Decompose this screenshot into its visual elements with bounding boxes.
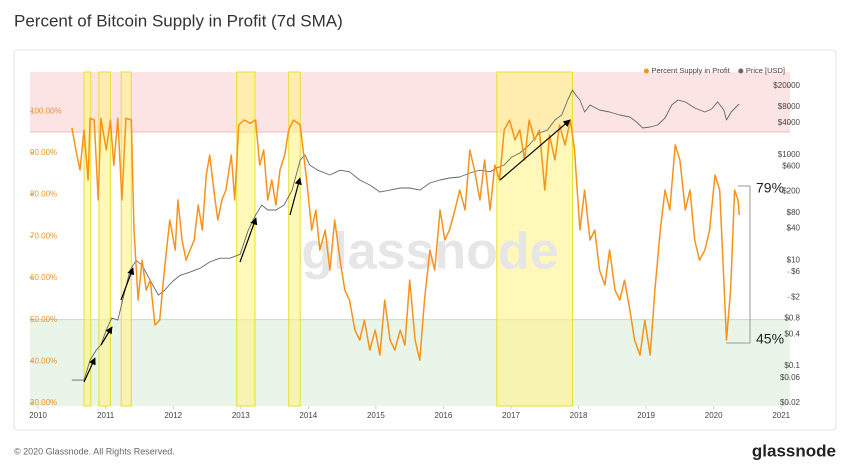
- y2-tick-label: $10: [787, 255, 801, 264]
- highlight-band: [236, 71, 256, 407]
- y2-tick-label: $6: [791, 267, 800, 276]
- legend-label: Percent Supply in Profit: [651, 66, 730, 75]
- y-tick-label: 70.00%: [30, 231, 57, 240]
- lines: [71, 89, 741, 381]
- x-tick-label: 2016: [435, 411, 453, 420]
- chart-title: Percent of Bitcoin Supply in Profit (7d …: [14, 11, 343, 30]
- x-tick-label: 2013: [232, 411, 250, 420]
- y2-tick-label: $200: [782, 187, 800, 196]
- y2-tick-label: $40: [787, 224, 801, 233]
- y-tick-label: 80.00%: [30, 190, 57, 199]
- legend-swatch: [643, 68, 649, 74]
- zone: [30, 72, 790, 133]
- x-tick-label: 2017: [502, 411, 520, 420]
- x-tick-label: 2010: [29, 411, 47, 420]
- percent-line: [71, 117, 741, 361]
- x-tick-label: 2014: [299, 411, 317, 420]
- y-tick-label: 90.00%: [30, 148, 57, 157]
- y-tick-label: 40.00%: [30, 356, 57, 365]
- legend: Price [USD] Percent Supply in Profit: [643, 66, 785, 75]
- arrow: [239, 217, 258, 263]
- highlight-band: [288, 71, 301, 407]
- y-tick-label: 30.00%: [30, 398, 57, 407]
- y2-tick-label: $0.8: [784, 313, 800, 322]
- y-tick-label: 50.00%: [30, 315, 57, 324]
- y2-tick-label: $600: [782, 162, 800, 171]
- arrow: [120, 267, 135, 301]
- arrow: [499, 119, 571, 181]
- highlight-band: [98, 71, 111, 407]
- y-tick-label: 100.00%: [30, 106, 62, 115]
- x-tick-label: 2019: [637, 411, 655, 420]
- footer-copyright: © 2020 Glassnode. All Rights Reserved.: [14, 446, 175, 456]
- annotation: 45%: [756, 331, 784, 347]
- arrow: [289, 177, 302, 216]
- annotation-bracket: [726, 185, 751, 344]
- highlight-band: [83, 71, 92, 407]
- axes: 30.00% 40.00% 50.00% 60.00% 70.00% 80.00% 90.0…: [29, 81, 800, 420]
- legend-label: Price [USD]: [746, 66, 785, 75]
- y2-tick-label: $8000: [778, 102, 801, 111]
- highlight-band: [120, 71, 132, 407]
- zone: [30, 319, 790, 406]
- legend-swatch: [738, 68, 744, 74]
- price-line: [71, 89, 740, 381]
- y-tick-label: 60.00%: [30, 273, 57, 282]
- y2-tick-label: $4000: [778, 118, 801, 127]
- x-tick-label: 2012: [164, 411, 182, 420]
- x-tick-label: 2018: [570, 411, 588, 420]
- x-tick-label: 2015: [367, 411, 385, 420]
- y2-tick-label: $0.4: [784, 329, 800, 338]
- x-tick-label: 2011: [97, 411, 115, 420]
- y2-tick-label: $20000: [773, 81, 800, 90]
- zones: [30, 72, 790, 406]
- annotation: 79%: [756, 180, 784, 196]
- y2-tick-label: $0.1: [784, 361, 800, 370]
- y2-tick-label: $1000: [778, 150, 801, 159]
- y2-tick-label: $80: [787, 208, 801, 217]
- x-tick-label: 2021: [772, 411, 790, 420]
- y2-tick-label: $0.06: [780, 373, 801, 382]
- y2-tick-label: $2: [791, 292, 800, 301]
- x-tick-label: 2020: [705, 411, 723, 420]
- arrows: [83, 119, 571, 383]
- arrow: [83, 357, 96, 383]
- arrow: [100, 326, 113, 346]
- y2-tick-label: $0.02: [780, 398, 801, 407]
- footer-brand: glassnode: [752, 441, 836, 460]
